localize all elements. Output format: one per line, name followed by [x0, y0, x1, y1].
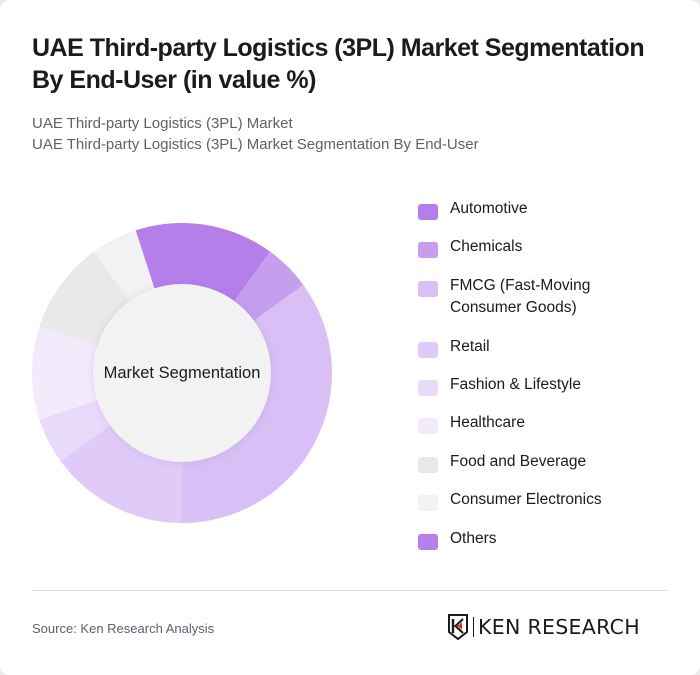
- legend-label: Fashion & Lifestyle: [450, 376, 581, 393]
- legend-swatch: [418, 204, 438, 220]
- legend-item-chemicals[interactable]: Chemicals: [418, 236, 650, 258]
- legend-swatch: [418, 281, 438, 297]
- legend-item-fashion-lifestyle[interactable]: Fashion & Lifestyle: [418, 374, 650, 396]
- legend-label: Food and Beverage: [450, 453, 587, 470]
- source-note: Source: Ken Research Analysis: [32, 621, 215, 636]
- legend-item-consumer-electronics[interactable]: Consumer Electronics: [418, 489, 650, 511]
- legend-item-healthcare[interactable]: Healthcare: [418, 412, 650, 434]
- legend-swatch: [418, 534, 438, 550]
- subtitle: UAE Third-party Logistics (3PL) Market U…: [32, 113, 672, 155]
- logo-separator: [473, 617, 474, 637]
- legend-label: Healthcare: [450, 414, 525, 431]
- legend-item-retail[interactable]: Retail: [418, 336, 650, 358]
- donut-center-label: Market Segmentation: [103, 364, 261, 382]
- ken-research-logo: KEN RESEARCH: [447, 613, 640, 641]
- donut-chart: Market Segmentation: [0, 190, 380, 560]
- legend-item-automotive[interactable]: Automotive: [418, 198, 650, 220]
- legend-label: Retail: [450, 338, 490, 355]
- donut-chart-svg: [32, 223, 332, 523]
- donut-center-circle: [93, 284, 271, 462]
- legend-swatch: [418, 457, 438, 473]
- legend-item-food-beverage[interactable]: Food and Beverage: [418, 451, 650, 473]
- page-title: UAE Third-party Logistics (3PL) Market S…: [32, 34, 645, 94]
- legend-label: Consumer Electronics: [450, 491, 602, 508]
- legend-swatch: [418, 342, 438, 358]
- legend-swatch: [418, 242, 438, 258]
- logo-text: KEN RESEARCH: [478, 615, 640, 639]
- footer-divider: [32, 590, 668, 591]
- ken-research-logo-icon: [448, 614, 468, 640]
- legend-item-fmcg[interactable]: FMCG (Fast-Moving Consumer Goods): [418, 275, 620, 319]
- legend-label: Chemicals: [450, 238, 523, 255]
- legend-item-others[interactable]: Others: [418, 528, 650, 550]
- subtitle-line-2: UAE Third-party Logistics (3PL) Market S…: [32, 136, 479, 153]
- legend-swatch: [418, 380, 438, 396]
- legend-label: Others: [450, 530, 497, 547]
- legend-swatch: [418, 418, 438, 434]
- subtitle-line-1: UAE Third-party Logistics (3PL) Market: [32, 115, 293, 132]
- legend-label: Automotive: [450, 200, 528, 217]
- legend-swatch: [418, 495, 438, 511]
- legend-label: FMCG (Fast-Moving Consumer Goods): [450, 277, 591, 316]
